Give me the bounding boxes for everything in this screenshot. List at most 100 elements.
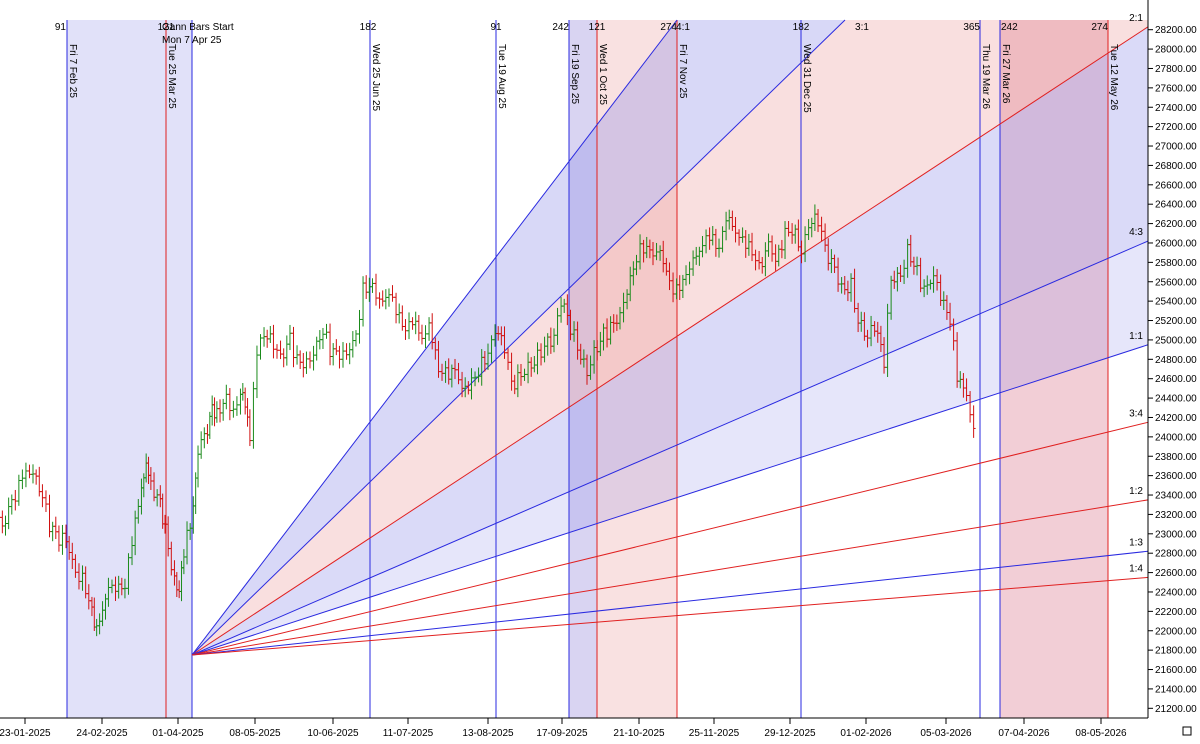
y-tick-label: 26800.00 bbox=[1155, 161, 1197, 172]
price-bar bbox=[304, 351, 309, 374]
x-tick-label: 01-02-2026 bbox=[840, 728, 892, 739]
time-band-2 bbox=[597, 20, 677, 718]
time-count-10: 242 bbox=[1001, 22, 1018, 33]
price-bar bbox=[23, 462, 28, 488]
fan-line-1-2 bbox=[191, 499, 1149, 656]
corner-marker bbox=[1182, 726, 1192, 736]
price-bar bbox=[254, 345, 259, 399]
price-bar bbox=[419, 324, 424, 345]
price-bar bbox=[247, 409, 252, 447]
price-bar bbox=[234, 396, 239, 416]
x-tick-label: 25-11-2025 bbox=[689, 728, 740, 739]
price-bar bbox=[27, 464, 32, 479]
price-bar bbox=[370, 278, 375, 293]
price-bar bbox=[271, 324, 276, 359]
time-band-0 bbox=[67, 20, 192, 718]
price-bar bbox=[60, 524, 65, 555]
price-bars bbox=[0, 204, 976, 637]
price-bar bbox=[390, 285, 395, 302]
price-bar bbox=[403, 319, 408, 340]
price-bar bbox=[337, 345, 342, 369]
price-bar bbox=[350, 331, 355, 358]
time-count-9: 365 bbox=[963, 22, 980, 33]
gann-start-date: Mon 7 Apr 25 bbox=[162, 35, 222, 46]
time-line-label-3: Wed 25 Jun 25 bbox=[370, 44, 381, 112]
time-count-11: 274 bbox=[1091, 22, 1108, 33]
price-bar bbox=[0, 516, 2, 518]
price-bar bbox=[386, 288, 391, 307]
price-bar bbox=[364, 275, 369, 299]
price-bar bbox=[205, 424, 210, 444]
price-bar bbox=[245, 398, 250, 427]
price-bar bbox=[16, 474, 21, 506]
price-bar bbox=[287, 324, 292, 351]
y-tick-label: 27000.00 bbox=[1155, 142, 1197, 153]
y-tick-label: 23800.00 bbox=[1155, 452, 1197, 463]
price-bar bbox=[320, 327, 325, 349]
price-bar bbox=[324, 323, 329, 339]
price-bar bbox=[251, 381, 256, 449]
time-count-0: 91 bbox=[55, 22, 67, 33]
y-tick-label: 28000.00 bbox=[1155, 45, 1197, 56]
price-bar bbox=[212, 397, 217, 427]
price-bar bbox=[347, 342, 352, 365]
price-bar bbox=[413, 311, 418, 335]
price-bar bbox=[13, 489, 18, 511]
price-bar bbox=[423, 325, 428, 349]
price-bar bbox=[53, 516, 58, 540]
y-tick-label: 25600.00 bbox=[1155, 277, 1197, 288]
gann-start-label: Gann Bars Start bbox=[162, 22, 234, 33]
price-bar bbox=[0, 510, 5, 534]
price-bar bbox=[214, 401, 219, 423]
price-bar bbox=[34, 469, 39, 485]
y-tick-label: 21200.00 bbox=[1155, 704, 1197, 715]
price-bar bbox=[353, 330, 358, 347]
price-bar bbox=[210, 395, 215, 426]
time-count-8: 182 bbox=[793, 22, 810, 33]
time-count-3: 182 bbox=[360, 22, 377, 33]
y-tick-label: 23400.00 bbox=[1155, 491, 1197, 502]
price-bar bbox=[193, 472, 198, 515]
fan-line-3-4 bbox=[191, 421, 1149, 656]
price-bar bbox=[3, 515, 8, 536]
time-count-7: 274 bbox=[660, 22, 677, 33]
price-bar bbox=[341, 342, 346, 368]
price-bar bbox=[314, 336, 319, 361]
y-tick-label: 27200.00 bbox=[1155, 122, 1197, 133]
price-bar bbox=[20, 469, 25, 490]
y-tick-label: 25000.00 bbox=[1155, 335, 1197, 346]
price-bar bbox=[268, 325, 273, 344]
price-bar bbox=[243, 387, 248, 415]
y-tick-label: 24000.00 bbox=[1155, 432, 1197, 443]
time-band-3 bbox=[1000, 20, 1108, 718]
y-tick-label: 21600.00 bbox=[1155, 665, 1197, 676]
y-tick-label: 23600.00 bbox=[1155, 471, 1197, 482]
y-tick-label: 24200.00 bbox=[1155, 413, 1197, 424]
y-tick-label: 25800.00 bbox=[1155, 258, 1197, 269]
price-bar bbox=[240, 383, 245, 401]
fan-ratio-label-2: 1:1 bbox=[1129, 331, 1143, 342]
x-tick-label: 07-04-2026 bbox=[998, 728, 1050, 739]
y-tick-label: 27400.00 bbox=[1155, 103, 1197, 114]
price-bar bbox=[971, 405, 976, 438]
y-tick-label: 25400.00 bbox=[1155, 297, 1197, 308]
price-bar bbox=[291, 326, 296, 368]
price-bar bbox=[56, 525, 61, 552]
price-bar bbox=[397, 303, 402, 324]
time-line-label-11: Tue 12 May 26 bbox=[1108, 44, 1119, 111]
y-tick-label: 22600.00 bbox=[1155, 568, 1197, 579]
fan-line-4-1 bbox=[191, 19, 678, 656]
x-tick-label: 24-02-2025 bbox=[76, 728, 128, 739]
price-bar bbox=[9, 494, 14, 515]
time-line-label-10: Fri 27 Mar 26 bbox=[1000, 44, 1011, 104]
price-bar bbox=[416, 314, 421, 341]
price-bar bbox=[308, 351, 313, 369]
price-bar bbox=[238, 388, 243, 415]
time-count-5: 242 bbox=[552, 22, 569, 33]
time-line-label-4: Tue 19 Aug 25 bbox=[496, 44, 507, 109]
price-bar bbox=[301, 352, 306, 378]
price-bar bbox=[43, 490, 48, 513]
x-tick-label: 08-05-2026 bbox=[1075, 728, 1127, 739]
